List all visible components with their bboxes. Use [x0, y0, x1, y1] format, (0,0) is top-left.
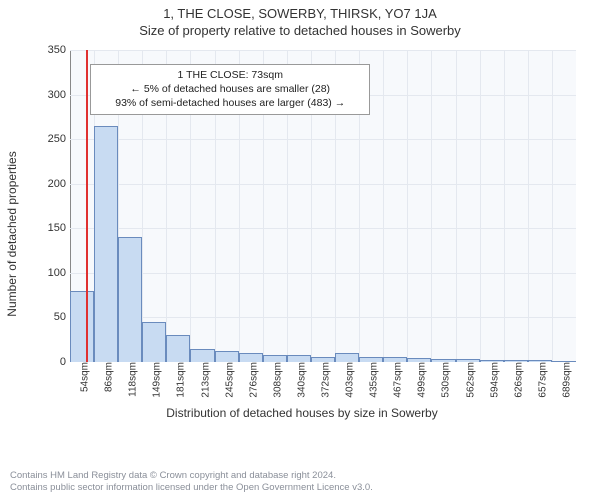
gridline-v — [480, 50, 481, 362]
x-tick-label: 689sqm — [555, 362, 572, 398]
x-tick-label: 149sqm — [146, 362, 163, 398]
gridline-v — [383, 50, 384, 362]
legend-line: 1 THE CLOSE: 73sqm — [99, 68, 361, 82]
x-tick-label: 54sqm — [74, 362, 91, 392]
y-tick-label: 100 — [48, 267, 70, 279]
page-title-sub: Size of property relative to detached ho… — [0, 21, 600, 42]
x-tick-label: 626sqm — [507, 362, 524, 398]
legend-box: 1 THE CLOSE: 73sqm← 5% of detached house… — [90, 64, 370, 115]
histogram-bar — [166, 335, 190, 362]
x-tick-label: 181sqm — [170, 362, 187, 398]
y-tick-label: 350 — [48, 44, 70, 56]
histogram-bar — [118, 237, 142, 362]
credits-block: Contains HM Land Registry data © Crown c… — [10, 470, 373, 494]
page-title-main: 1, THE CLOSE, SOWERBY, THIRSK, YO7 1JA — [0, 0, 600, 21]
gridline-h — [70, 139, 576, 140]
y-tick-label: 0 — [60, 356, 70, 368]
x-tick-label: 118sqm — [122, 362, 139, 397]
histogram-bar — [94, 126, 118, 362]
reference-marker-line — [86, 50, 88, 362]
credits-line-2: Contains public sector information licen… — [10, 482, 373, 494]
histogram-bar — [239, 353, 263, 362]
x-tick-label: 530sqm — [435, 362, 452, 398]
x-axis-label: Distribution of detached houses by size … — [22, 406, 582, 420]
x-tick-label: 372sqm — [315, 362, 332, 398]
x-tick-label: 245sqm — [218, 362, 235, 398]
gridline-v — [504, 50, 505, 362]
gridline-v — [407, 50, 408, 362]
y-tick-label: 300 — [48, 89, 70, 101]
y-tick-label: 150 — [48, 222, 70, 234]
y-tick-label: 200 — [48, 178, 70, 190]
chart-area: Number of detached properties 0501001502… — [22, 44, 582, 424]
gridline-h — [70, 273, 576, 274]
x-tick-label: 403sqm — [339, 362, 356, 398]
x-tick-label: 308sqm — [266, 362, 283, 398]
histogram-bar — [287, 355, 311, 362]
histogram-bar — [263, 355, 287, 362]
x-tick-label: 340sqm — [290, 362, 307, 398]
histogram-bar — [142, 322, 166, 362]
gridline-v — [456, 50, 457, 362]
y-tick-label: 50 — [54, 311, 70, 323]
histogram-bar — [190, 349, 214, 362]
x-tick-label: 276sqm — [242, 362, 259, 398]
gridline-h — [70, 184, 576, 185]
x-tick-label: 499sqm — [411, 362, 428, 398]
x-tick-label: 213sqm — [194, 362, 211, 398]
credits-line-1: Contains HM Land Registry data © Crown c… — [10, 470, 373, 482]
histogram-bar — [215, 351, 239, 362]
histogram-bar — [335, 353, 359, 362]
y-tick-label: 250 — [48, 133, 70, 145]
gridline-h — [70, 317, 576, 318]
gridline-h — [70, 228, 576, 229]
x-tick-label: 435sqm — [363, 362, 380, 398]
x-tick-label: 86sqm — [98, 362, 115, 392]
plot-region: 05010015020025030035054sqm86sqm118sqm149… — [70, 50, 576, 362]
gridline-h — [70, 50, 576, 51]
histogram-bar — [70, 291, 94, 362]
legend-line: ← 5% of detached houses are smaller (28) — [99, 82, 361, 96]
gridline-v — [528, 50, 529, 362]
x-tick-label: 562sqm — [459, 362, 476, 398]
y-axis-label: Number of detached properties — [5, 151, 19, 316]
gridline-v — [431, 50, 432, 362]
gridline-v — [552, 50, 553, 362]
legend-line: 93% of semi-detached houses are larger (… — [99, 96, 361, 110]
x-tick-label: 594sqm — [483, 362, 500, 398]
x-tick-label: 467sqm — [387, 362, 404, 398]
x-tick-label: 657sqm — [531, 362, 548, 398]
